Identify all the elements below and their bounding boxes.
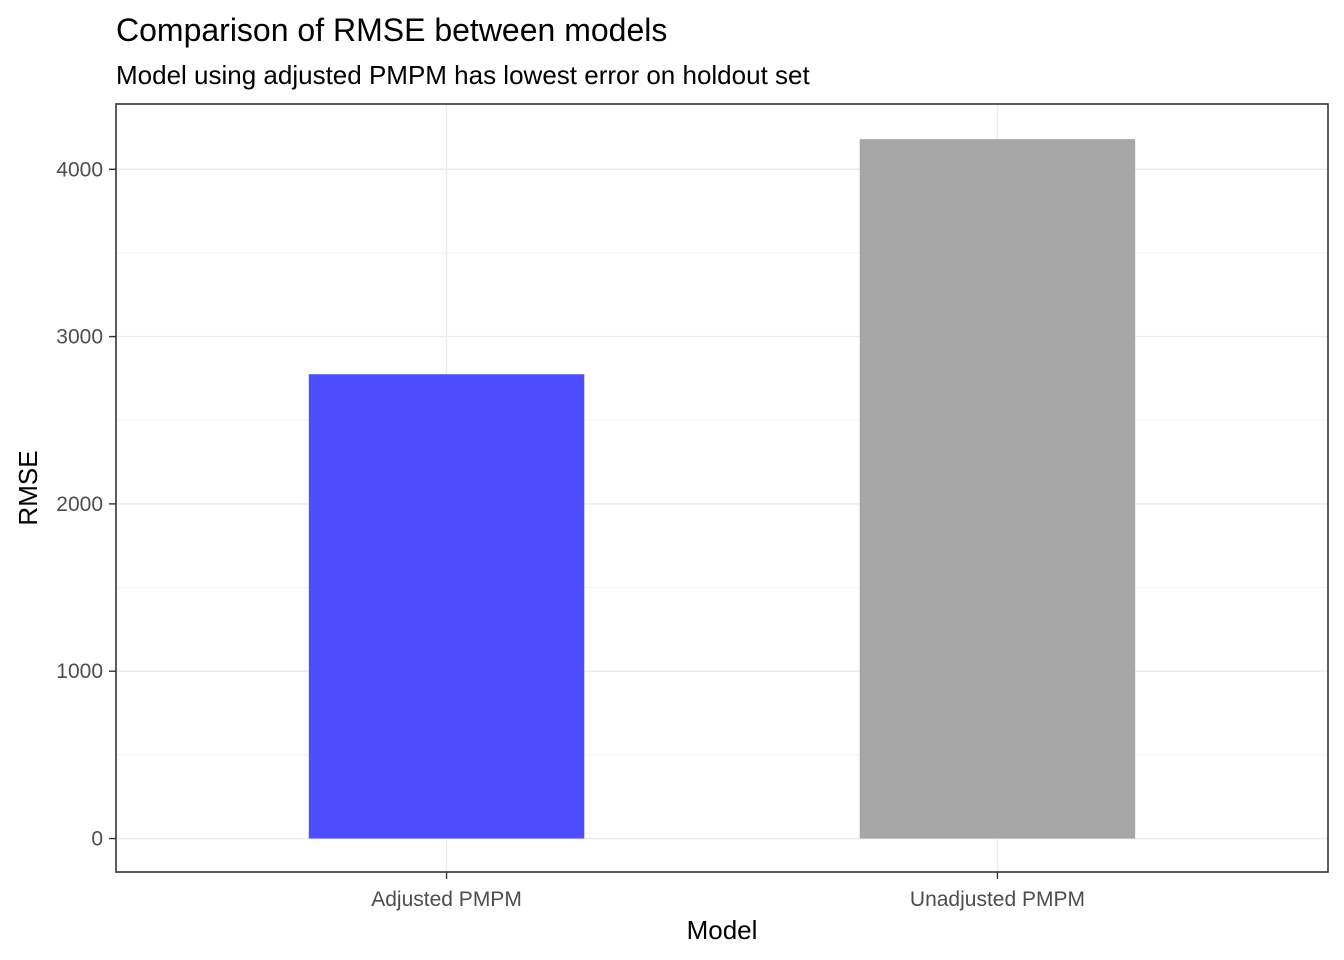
- y-tick-label: 0: [91, 828, 103, 851]
- x-tick-label: Unadjusted PMPM: [910, 888, 1085, 911]
- x-tick-label: Adjusted PMPM: [371, 888, 522, 911]
- y-tick-label: 1000: [56, 660, 103, 683]
- y-axis: 0 1000 2000 3000 4000: [56, 158, 116, 851]
- bars: [308, 139, 1136, 839]
- y-tick-label: 3000: [56, 326, 103, 349]
- bar: [859, 139, 1136, 839]
- y-tick-label: 2000: [56, 493, 103, 516]
- y-tick-label: 4000: [56, 158, 103, 181]
- y-axis-title: RMSE: [13, 450, 43, 525]
- plot-panel: [116, 104, 1328, 872]
- x-axis-title: Model: [687, 915, 758, 945]
- panel-border: [115, 103, 1329, 873]
- chart-title: Comparison of RMSE between models: [116, 12, 667, 48]
- bar: [308, 374, 585, 839]
- chart-subtitle: Model using adjusted PMPM has lowest err…: [116, 60, 810, 90]
- x-axis: Adjusted PMPM Unadjusted PMPM: [371, 872, 1085, 911]
